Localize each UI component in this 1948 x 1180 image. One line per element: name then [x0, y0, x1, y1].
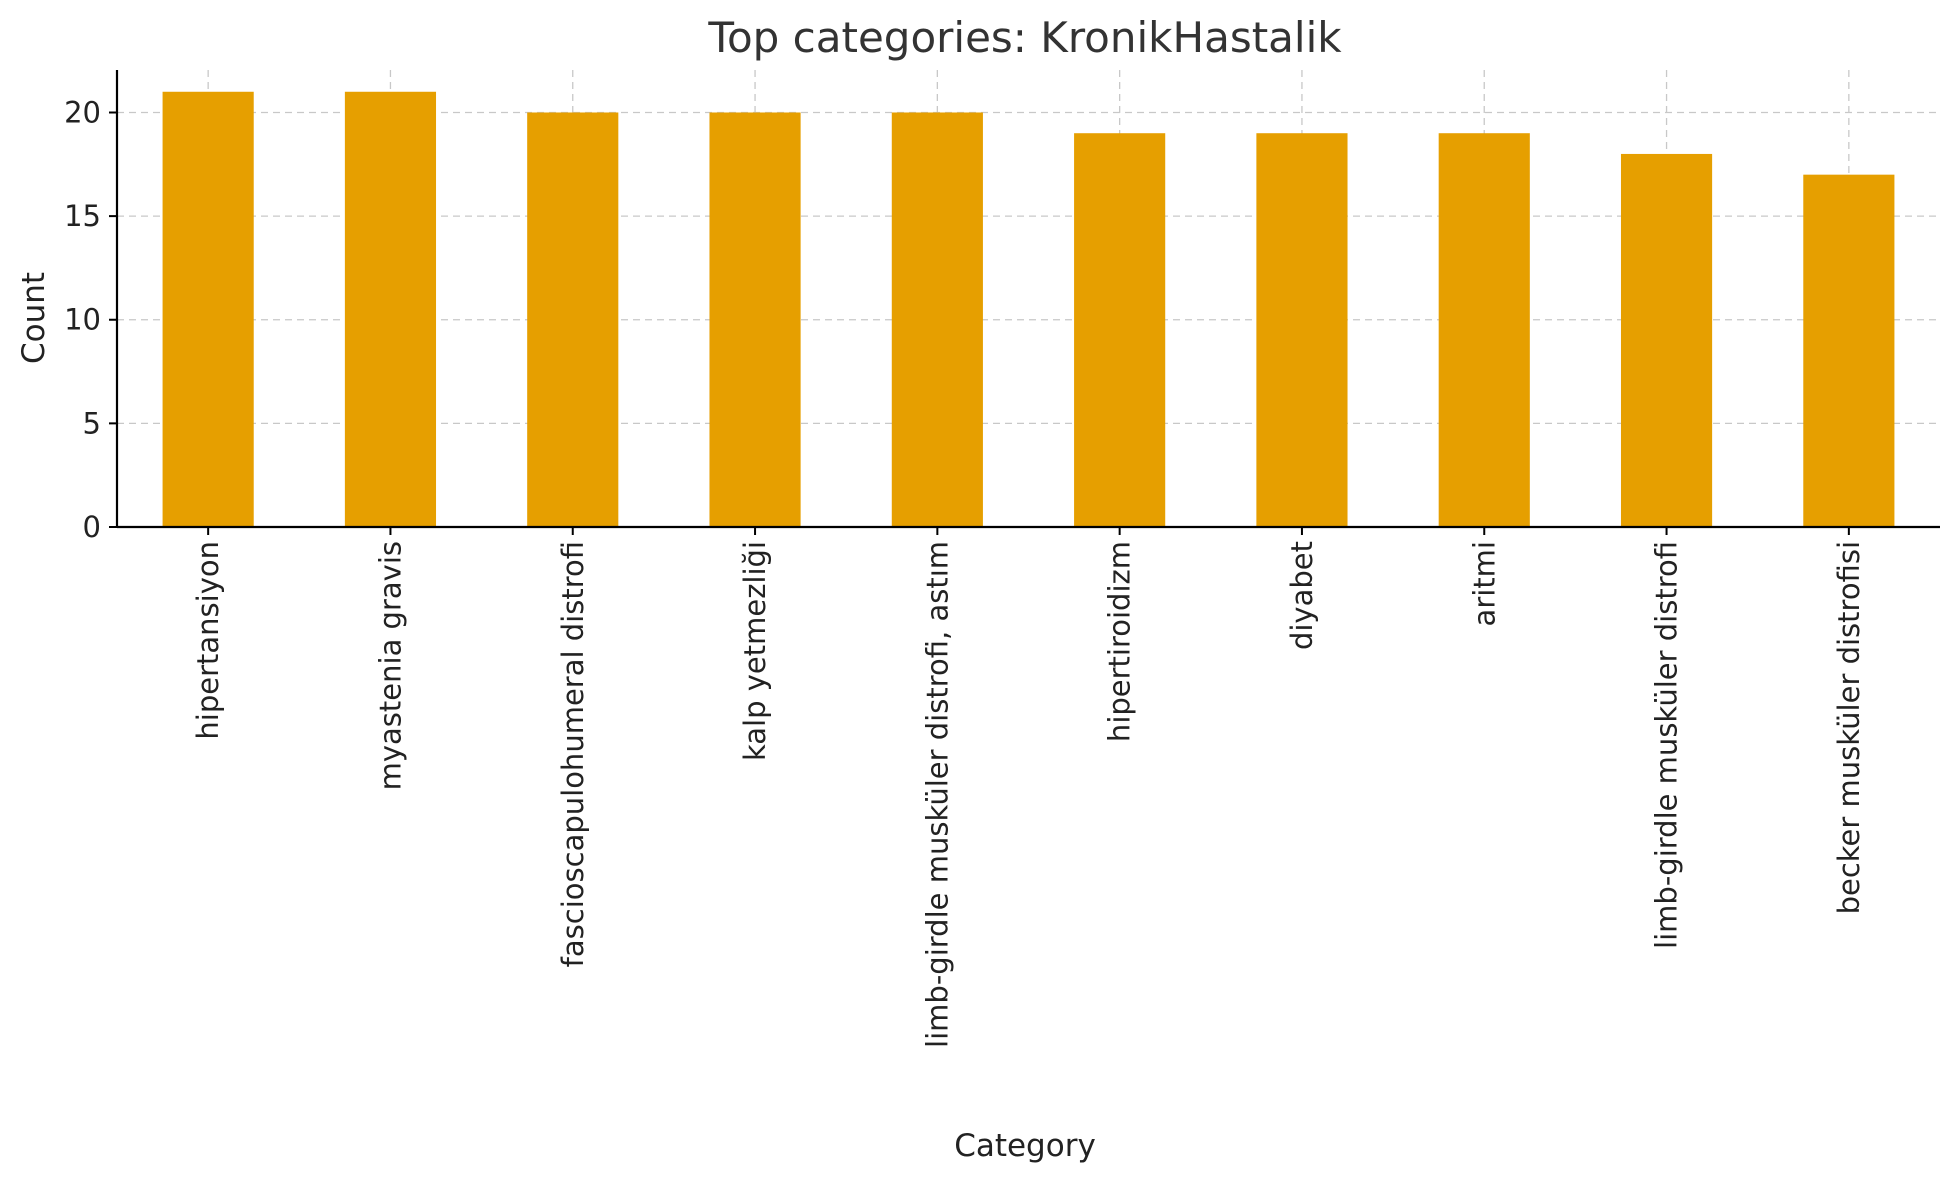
bar [1620, 153, 1713, 527]
label-layer: 0 5 10 15 20 hipertansiyon myastenia gravis fas… [64, 95, 1866, 1047]
bar [1803, 174, 1895, 527]
bar-layer [162, 91, 1895, 528]
bar [344, 91, 437, 527]
x-tick-label: limb-girdle musküler distrofi, astım [920, 541, 954, 1048]
y-tick-label: 5 [83, 406, 101, 440]
y-axis-label: Count [16, 272, 52, 364]
x-tick-label: myastenia gravis [373, 541, 407, 790]
bar [1256, 133, 1348, 528]
x-tick-label: kalp yetmezliği [738, 541, 772, 761]
y-tick-label: 15 [64, 199, 101, 233]
y-tick-label: 20 [64, 95, 101, 129]
bar [527, 112, 619, 528]
bar [1074, 133, 1166, 528]
axis-layer [109, 70, 1940, 535]
bar [891, 112, 983, 528]
y-tick-label: 0 [83, 510, 101, 544]
x-tick-label: diyabet [1285, 541, 1319, 650]
x-tick-label: aritmi [1467, 541, 1501, 626]
x-tick-label: fascioscapulohumeral distrofi [556, 541, 590, 967]
x-tick-label: hipertansiyon [191, 541, 225, 740]
chart-title: Top categories: KronikHastalik [707, 13, 1342, 62]
y-tick-label: 10 [64, 303, 101, 337]
bar [162, 91, 254, 527]
bar [709, 112, 801, 528]
x-tick-label: limb-girdle musküler distrofi [1650, 541, 1684, 949]
x-axis-label: Category [954, 1128, 1096, 1164]
x-tick-label: hipertiroidizm [1103, 541, 1137, 742]
bar [1438, 133, 1530, 528]
x-tick-label: becker musküler distrofisi [1832, 541, 1866, 914]
